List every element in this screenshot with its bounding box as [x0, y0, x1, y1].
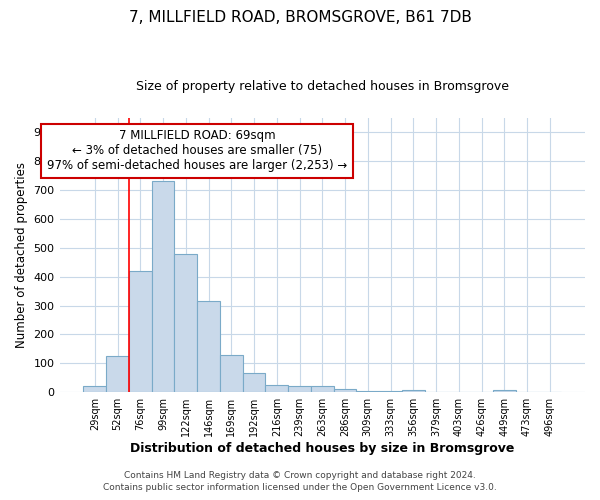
X-axis label: Distribution of detached houses by size in Bromsgrove: Distribution of detached houses by size … — [130, 442, 514, 455]
Bar — [129, 271, 152, 392]
Bar — [106, 356, 129, 392]
Bar — [152, 182, 175, 392]
Bar — [83, 386, 106, 392]
Bar — [493, 390, 515, 392]
Bar — [265, 385, 288, 392]
Bar — [175, 254, 197, 392]
Bar — [288, 386, 311, 392]
Y-axis label: Number of detached properties: Number of detached properties — [15, 162, 28, 348]
Bar — [334, 390, 356, 392]
Bar — [197, 301, 220, 392]
Bar — [402, 390, 425, 392]
Bar — [220, 354, 242, 392]
Title: Size of property relative to detached houses in Bromsgrove: Size of property relative to detached ho… — [136, 80, 509, 93]
Bar — [356, 391, 379, 392]
Text: 7, MILLFIELD ROAD, BROMSGROVE, B61 7DB: 7, MILLFIELD ROAD, BROMSGROVE, B61 7DB — [128, 10, 472, 25]
Bar — [242, 374, 265, 392]
Text: 7 MILLFIELD ROAD: 69sqm
← 3% of detached houses are smaller (75)
97% of semi-det: 7 MILLFIELD ROAD: 69sqm ← 3% of detached… — [47, 130, 347, 172]
Bar — [379, 391, 402, 392]
Text: Contains HM Land Registry data © Crown copyright and database right 2024.
Contai: Contains HM Land Registry data © Crown c… — [103, 471, 497, 492]
Bar — [311, 386, 334, 392]
